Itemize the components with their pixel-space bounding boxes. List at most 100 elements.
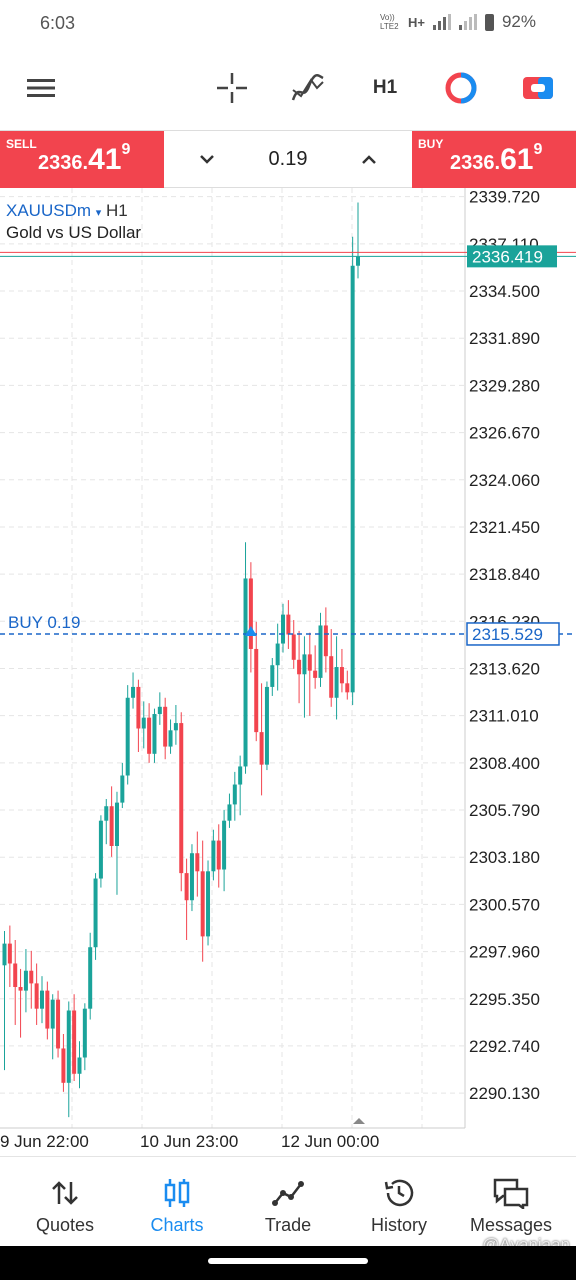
symbol-timeframe: H1 — [106, 201, 128, 220]
buy-price-main: 2336. — [450, 152, 501, 174]
status-bar: 6:03 Vo)) LTE2 H+ 92% — [0, 0, 576, 46]
y-axis-tick-label: 2334.500 — [469, 282, 540, 301]
symbol-name: XAUUSDm — [6, 201, 92, 220]
candle-bull — [77, 1057, 82, 1074]
y-axis-tick-label: 2326.670 — [469, 424, 540, 443]
candle-bull — [88, 947, 93, 1009]
candle-bear — [147, 717, 152, 754]
signal-icon — [432, 14, 451, 30]
nav-trade[interactable]: Trade — [223, 1157, 353, 1247]
trade-entry-arrow-icon — [244, 625, 257, 636]
signal-2-icon — [458, 14, 477, 30]
candle-bull — [227, 804, 232, 821]
y-axis-tick-label: 2292.740 — [469, 1037, 540, 1056]
candle-bull — [157, 706, 162, 715]
trade-panel: SELL 2336.419 0.19 BUY 2336.619 — [0, 130, 576, 188]
candle-bull — [264, 686, 269, 765]
candle-bear — [307, 654, 312, 671]
buy-price-big: 61 — [500, 143, 534, 176]
one-click-trade-icon[interactable] — [513, 58, 563, 118]
candle-bear — [13, 963, 18, 987]
candle-bear — [195, 853, 200, 872]
candle-bull — [141, 717, 146, 729]
candle-bear — [345, 683, 350, 693]
x-axis-tick-label: 12 Jun 00:00 — [281, 1132, 379, 1151]
x-axis-tick-label: 10 Jun 23:00 — [140, 1132, 238, 1151]
candle-bear — [179, 723, 184, 874]
timeframe-button[interactable]: H1 — [360, 58, 410, 118]
candle-bull — [104, 806, 109, 821]
candle-bull — [302, 654, 307, 675]
candle-bull — [98, 820, 103, 879]
symbol-title[interactable]: XAUUSDm ▾ H1 — [6, 201, 128, 220]
chart-shift-marker-icon — [353, 1118, 365, 1124]
messages-icon — [493, 1177, 529, 1209]
candle-bull — [82, 1008, 87, 1058]
network-type-label: H+ — [407, 14, 425, 30]
chart-toolbar: H1 — [0, 58, 576, 118]
candle-bear — [61, 1048, 66, 1083]
bottom-navigation: Quotes Charts Trade History Messages — [0, 1156, 576, 1246]
status-time: 6:03 — [40, 13, 76, 33]
candle-bull — [281, 614, 286, 644]
sell-price-big: 41 — [88, 143, 122, 176]
candle-bear — [18, 987, 23, 991]
candle-bull — [206, 871, 211, 937]
candle-bull — [275, 643, 280, 666]
nav-history-label: History — [370, 1215, 427, 1235]
home-gesture-pill[interactable] — [208, 1258, 368, 1264]
candle-bull — [243, 578, 248, 767]
nav-messages[interactable]: Messages — [446, 1157, 576, 1247]
status-icons: Vo)) LTE2 H+ 92% — [380, 12, 536, 32]
nav-charts[interactable]: Charts — [112, 1157, 242, 1247]
lot-increase-button[interactable] — [352, 145, 386, 175]
candle-bear — [291, 634, 296, 660]
candle-bull — [168, 730, 173, 747]
candle-bull — [334, 667, 339, 698]
hamburger-menu-icon[interactable] — [16, 58, 66, 118]
buy-button[interactable]: BUY 2336.619 — [412, 131, 576, 188]
history-clock-icon — [383, 1177, 415, 1209]
nav-quotes[interactable]: Quotes — [0, 1157, 130, 1247]
y-axis-tick-label: 2311.010 — [469, 707, 539, 726]
candle-bull — [66, 1010, 71, 1083]
battery-percent: 92% — [501, 12, 536, 31]
chart-colors-icon[interactable] — [436, 58, 486, 118]
chart-canvas[interactable]: 2339.7202337.1102334.5002331.8902329.280… — [0, 188, 576, 1156]
candle-bear — [248, 578, 253, 649]
candle-bear — [163, 706, 168, 747]
position-label: BUY 0.19 — [8, 613, 80, 632]
sell-button[interactable]: SELL 2336.419 — [0, 131, 164, 188]
y-axis-tick-label: 2321.450 — [469, 518, 540, 537]
candle-bear — [45, 990, 50, 1029]
y-axis-tick-label: 2308.400 — [469, 754, 540, 773]
candle-bear — [136, 686, 141, 729]
candle-bear — [72, 1010, 77, 1074]
price-chart[interactable]: 2339.720 2337.110 2334.500 2331.890 2329.280… — [0, 188, 576, 1156]
candle-bear — [297, 659, 302, 675]
timeframe-label: H1 — [372, 77, 398, 98]
candle-bull — [131, 686, 136, 698]
position-price-tag — [466, 622, 560, 646]
position-price-label: 2315.529 — [472, 625, 543, 644]
indicators-icon[interactable] — [283, 58, 333, 118]
candle-bear — [184, 873, 189, 901]
crosshair-icon[interactable] — [207, 58, 257, 118]
candle-bull — [238, 766, 243, 785]
quotes-arrows-icon — [51, 1177, 79, 1209]
candle-bull — [222, 820, 227, 870]
candle-bull — [152, 714, 157, 754]
x-axis-tick-label: 9 Jun 22:00 — [0, 1132, 89, 1151]
candle-bear — [339, 667, 344, 684]
lot-size-value[interactable]: 0.19 — [268, 148, 308, 170]
symbol-description: Gold vs US Dollar — [6, 223, 142, 242]
nav-history[interactable]: History — [334, 1157, 464, 1247]
lot-decrease-button[interactable] — [190, 145, 224, 175]
candle-bear — [7, 943, 12, 964]
y-axis-tick-label: 2318.840 — [469, 565, 540, 584]
y-axis-tick-label: 2295.350 — [469, 990, 540, 1009]
candle-bull — [114, 802, 119, 846]
candle-bear — [259, 732, 264, 765]
nav-messages-label: Messages — [469, 1215, 553, 1235]
y-axis-tick-label: 2329.280 — [469, 376, 540, 395]
